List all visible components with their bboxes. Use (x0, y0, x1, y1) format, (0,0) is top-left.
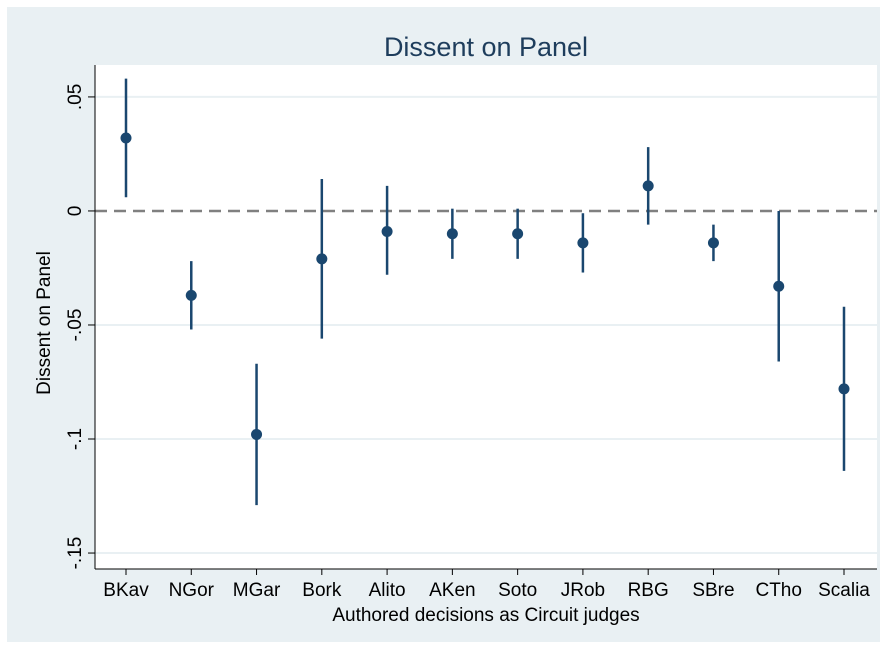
plot-area (95, 65, 877, 569)
x-tick-label: NGor (169, 580, 215, 601)
y-tick-label: -.05 (65, 309, 86, 342)
grid-lines (95, 95, 877, 555)
x-tick-label: Alito (369, 580, 406, 601)
point-bkav (120, 132, 132, 144)
point-alito (381, 225, 393, 237)
x-tick-labels: BKav NGor MGar Bork Alito AKen Soto JRob RBG SBre… (103, 569, 870, 601)
y-tick-label: -.1 (65, 428, 86, 450)
point-aken (446, 228, 458, 240)
x-tick-label: BKav (103, 580, 149, 601)
y-tick-label: -.15 (65, 537, 86, 570)
dissent-chart: BKav NGor MGar Bork Alito AKen Soto JRob RBG SBre… (34, 32, 877, 626)
point-bork (316, 253, 328, 265)
x-axis-label: Authored decisions as Circuit judges (332, 605, 639, 626)
x-tick-label: SBre (692, 580, 734, 601)
chart-title: Dissent on Panel (384, 32, 588, 62)
point-sbre (707, 237, 719, 249)
data-marks (120, 78, 850, 506)
y-tick-label: 0 (65, 206, 86, 217)
point-mgar (251, 428, 263, 440)
y-tick-label: .05 (65, 84, 86, 110)
point-ctho (773, 280, 785, 292)
point-scalia (838, 383, 850, 395)
point-jrob (577, 237, 589, 249)
y-axis-label: Dissent on Panel (34, 251, 55, 395)
point-rbg (642, 180, 654, 192)
x-tick-label: MGar (233, 580, 281, 601)
x-tick-label: Bork (302, 580, 342, 601)
point-ngor (185, 289, 197, 301)
x-tick-label: RBG (628, 580, 669, 601)
point-soto (512, 228, 524, 240)
x-tick-label: CTho (755, 580, 801, 601)
chart-frame: BKav NGor MGar Bork Alito AKen Soto JRob RBG SBre… (7, 7, 880, 642)
x-tick-label: JRob (561, 580, 605, 601)
x-tick-label: Soto (498, 580, 537, 601)
y-tick-labels: .05 0 -.05 -.1 -.15 (65, 84, 95, 570)
x-tick-label: Scalia (818, 580, 870, 601)
x-tick-label: AKen (429, 580, 475, 601)
